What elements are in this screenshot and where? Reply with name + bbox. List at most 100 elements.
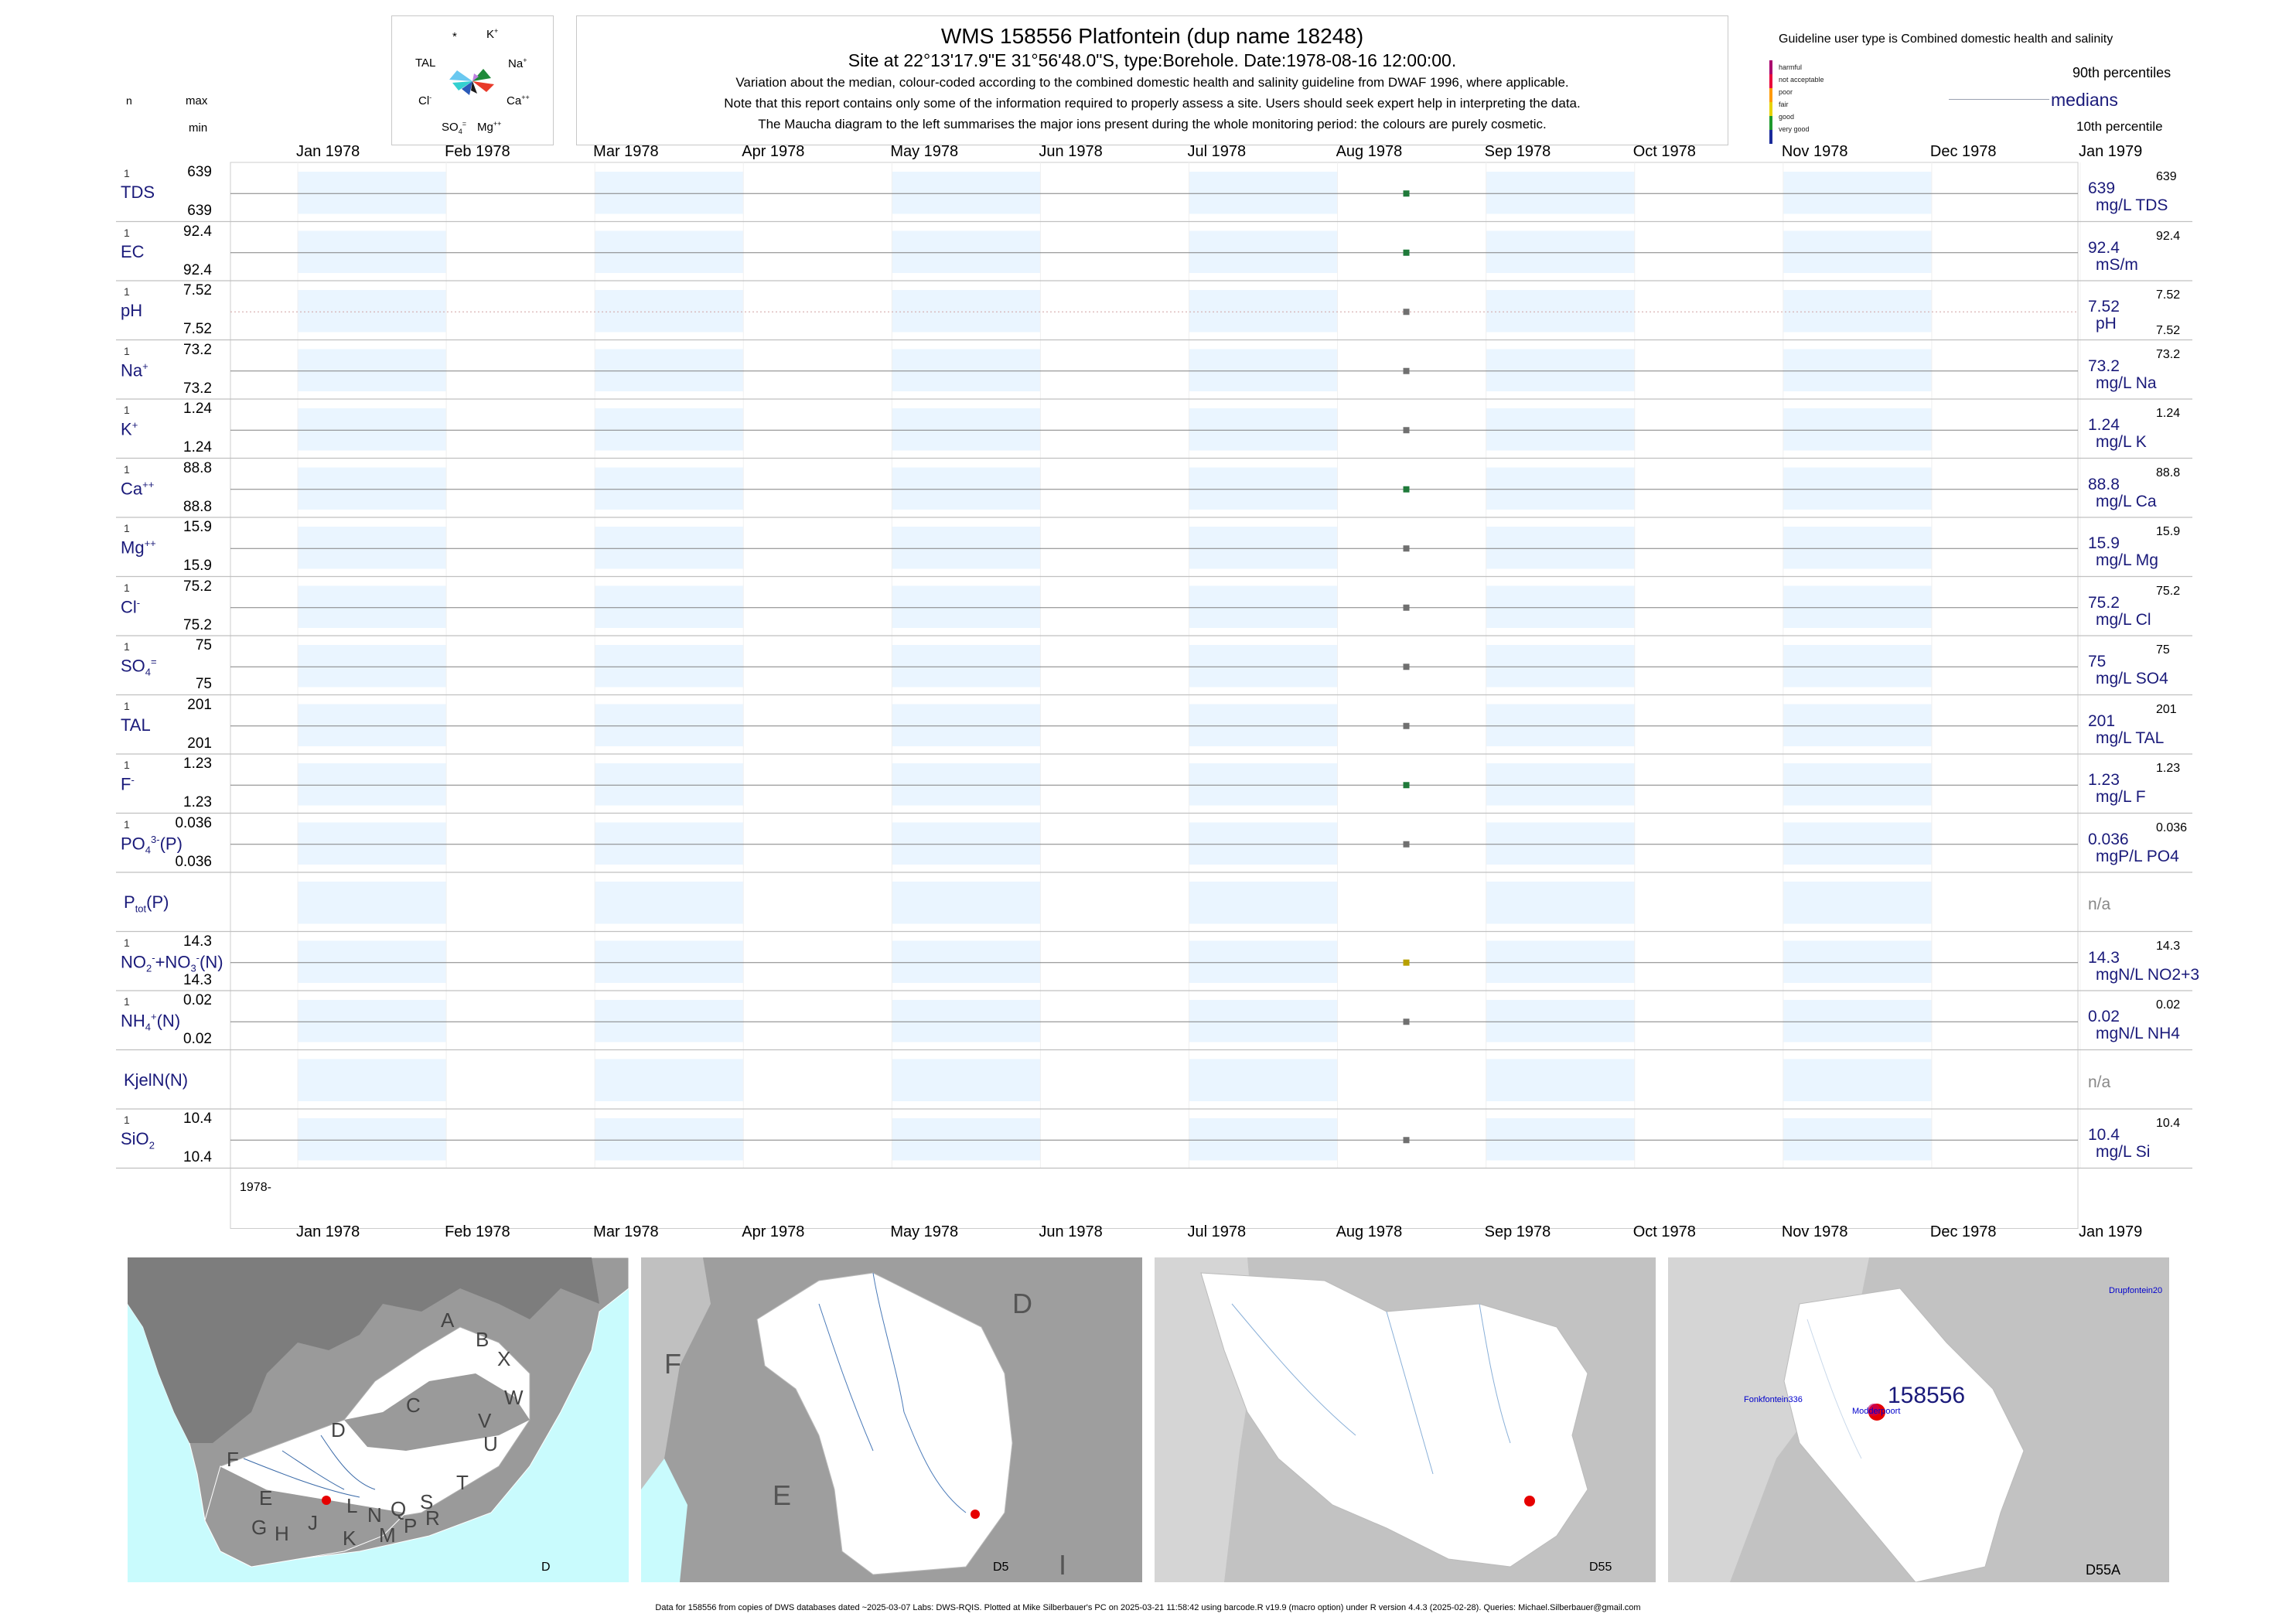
panel-min-value: 0.02 <box>183 1031 212 1047</box>
parameter-label: SO4= <box>121 656 157 678</box>
p90-value: 1.23 <box>2156 762 2181 775</box>
month-tick-label: Jun 1978 <box>1039 143 1103 160</box>
month-shade <box>298 290 447 333</box>
month-tick-label: Jun 1978 <box>1039 1223 1103 1240</box>
map4-corner-label: D55A <box>2086 1562 2120 1578</box>
parameter-label: Ptot(P) <box>124 892 169 915</box>
month-shade <box>1189 585 1338 628</box>
median-unit: mgN/L NO2+3 <box>2096 965 2200 984</box>
map4-town-drupfontein: Drupfontein20 <box>2109 1286 2162 1295</box>
month-shade <box>1189 882 1338 924</box>
guideline-colour-segment <box>1769 116 1772 130</box>
month-tick-label: Jan 1978 <box>296 1223 360 1240</box>
p90-value: 75 <box>2156 643 2170 657</box>
p10-value: 7.52 <box>2156 324 2181 337</box>
parameter-label: NH4+(N) <box>121 1011 181 1033</box>
maucha-label-na: Na+ <box>508 56 527 70</box>
median-value: 73.2 <box>2088 357 2120 375</box>
drainage-region-letter: E <box>259 1486 272 1510</box>
month-shade <box>1783 172 1932 214</box>
median-unit: mg/L Si <box>2096 1143 2151 1161</box>
month-shade <box>1486 172 1635 214</box>
drainage-region-letter: P <box>404 1514 417 1537</box>
p90-value: 7.52 <box>2156 288 2181 302</box>
panel-max-value: 15.9 <box>183 519 212 535</box>
month-shade <box>1486 527 1635 569</box>
month-shade <box>595 290 744 333</box>
month-shade <box>298 230 447 273</box>
median-unit: mg/L TDS <box>2096 196 2168 214</box>
sample-point <box>1403 309 1410 316</box>
month-shade <box>1486 822 1635 865</box>
month-shade <box>892 1059 1041 1101</box>
sample-count: 1 <box>124 167 130 179</box>
sample-point <box>1403 1137 1410 1144</box>
month-shade <box>1486 230 1635 273</box>
map3-corner-label: D55 <box>1589 1561 1612 1574</box>
panel-max-value: 201 <box>187 696 212 713</box>
month-shade <box>595 882 744 924</box>
maucha-diagram-box: * K+ TAL Na+ Cl- Ca++ SO4= Mg++ <box>391 15 554 145</box>
drainage-region-letter: V <box>478 1409 492 1432</box>
month-shade <box>1189 290 1338 333</box>
median-unit: mg/L Mg <box>2096 551 2158 569</box>
month-shade <box>1486 585 1635 628</box>
month-shade <box>1189 645 1338 687</box>
drainage-region-letter: N <box>367 1503 382 1527</box>
median-unit: mg/L Cl <box>2096 610 2151 629</box>
month-shade <box>892 467 1041 510</box>
drainage-region-letter: U <box>483 1432 498 1455</box>
legend-p10: 10th percentile <box>2076 119 2163 134</box>
guideline-colour-segment <box>1769 60 1772 74</box>
month-shade <box>595 1118 744 1161</box>
month-shade <box>1783 349 1932 391</box>
panel-min-value: 1.23 <box>183 794 212 810</box>
parameter-label: EC <box>121 241 145 261</box>
month-shade <box>1486 882 1635 924</box>
median-value-na: n/a <box>2088 896 2111 913</box>
month-tick-label: Dec 1978 <box>1929 143 1997 160</box>
month-shade <box>892 290 1041 333</box>
month-shade <box>595 763 744 806</box>
median-unit: mgN/L NH4 <box>2096 1025 2180 1042</box>
drainage-region-letter: A <box>441 1308 455 1332</box>
p90-value: 75.2 <box>2156 584 2181 598</box>
drainage-region-letter: D <box>331 1418 346 1441</box>
month-shade <box>1189 763 1338 806</box>
median-unit: mgP/L PO4 <box>2096 847 2179 865</box>
guideline-user-type: Guideline user type is Combined domestic… <box>1779 32 2113 46</box>
month-shade <box>1486 645 1635 687</box>
month-shade <box>1783 704 1932 746</box>
drainage-region-letter: X <box>497 1347 510 1370</box>
note-line-1: Variation about the median, colour-coded… <box>735 75 1569 90</box>
header-n: n <box>126 94 132 107</box>
month-shade <box>1783 822 1932 865</box>
panel-min-value: 7.52 <box>183 321 212 337</box>
month-shade <box>595 527 744 569</box>
panel-min-value: 15.9 <box>183 558 212 574</box>
month-shade <box>298 940 447 983</box>
guideline-colour-segment <box>1769 74 1772 88</box>
month-tick-label: May 1978 <box>890 1223 959 1240</box>
month-shade <box>892 408 1041 451</box>
month-tick-label: Jul 1978 <box>1187 143 1247 160</box>
month-tick-label: Oct 1978 <box>1632 1223 1696 1240</box>
drainage-region-letter: H <box>275 1522 289 1545</box>
maucha-label-ca: Ca++ <box>507 94 530 107</box>
month-tick-label: Jul 1978 <box>1187 1223 1247 1240</box>
panel-max-value: 0.036 <box>175 814 212 831</box>
month-shade <box>1486 940 1635 983</box>
month-shade <box>1189 1000 1338 1042</box>
median-value: 201 <box>2088 711 2116 730</box>
month-shade <box>595 172 744 214</box>
sample-count: 1 <box>124 404 130 416</box>
month-shade <box>1783 290 1932 333</box>
parameter-label: Na+ <box>121 360 148 380</box>
month-shade <box>892 704 1041 746</box>
month-shade <box>1783 467 1932 510</box>
median-value: 75.2 <box>2088 593 2120 612</box>
guideline-level-label: not acceptable <box>1779 76 1824 84</box>
parameter-label: PO43-(P) <box>121 833 183 856</box>
month-shade <box>298 527 447 569</box>
note-line-3: The Maucha diagram to the left summarise… <box>758 117 1547 131</box>
